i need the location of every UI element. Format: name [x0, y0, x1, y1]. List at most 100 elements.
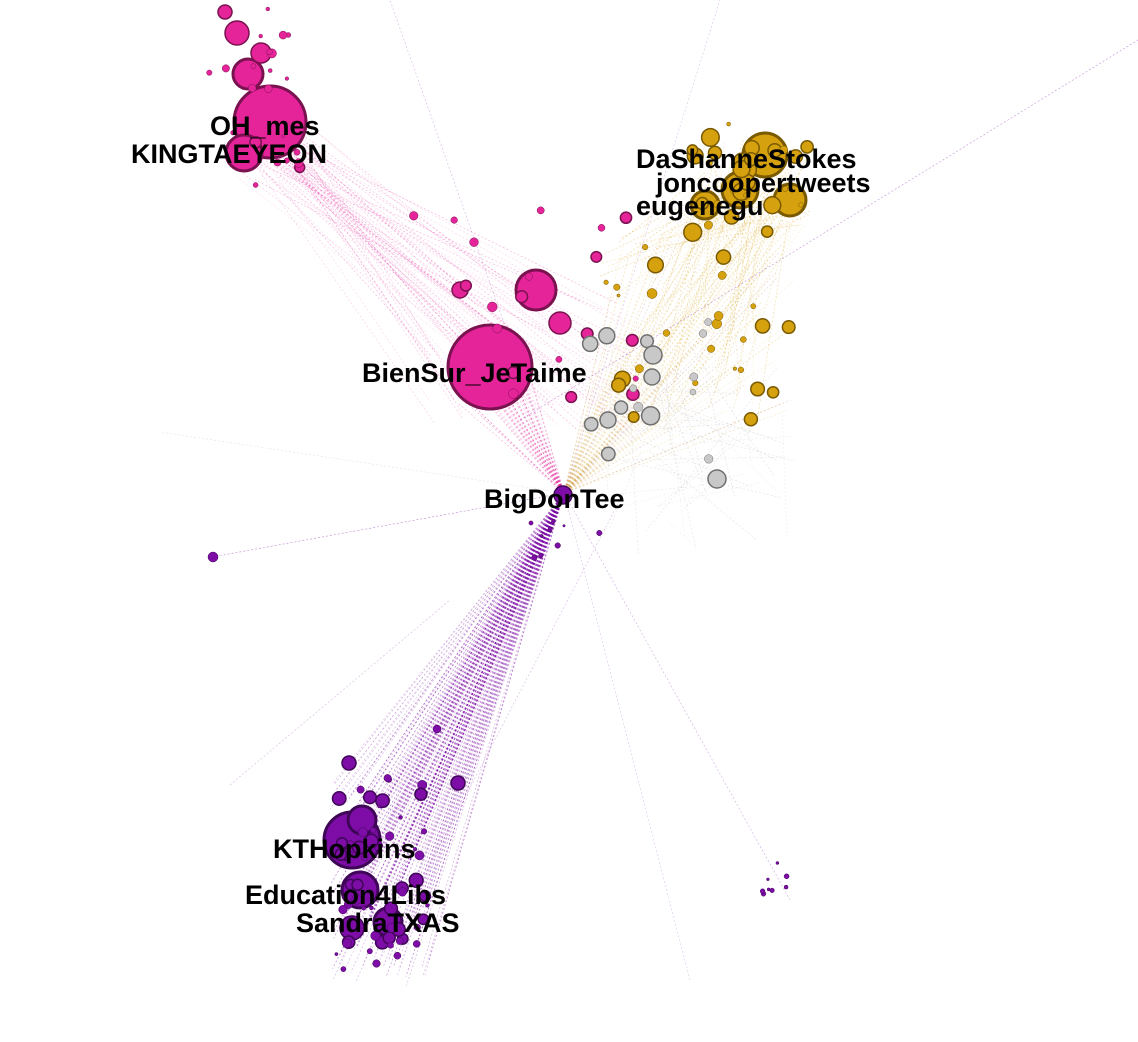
node-purple [351, 894, 362, 905]
node-gold [743, 151, 759, 167]
edge [731, 215, 794, 415]
node-pink [525, 272, 533, 281]
node-gold [707, 344, 716, 353]
label-education4libs: Education4Libs [245, 880, 446, 910]
node-purple [419, 890, 432, 903]
node-purple [450, 775, 466, 791]
edge [666, 379, 672, 457]
edge [501, 407, 565, 494]
edge [563, 311, 629, 494]
edge [632, 222, 749, 397]
node-purple [383, 774, 392, 783]
edge [351, 492, 565, 892]
node-pink [221, 64, 230, 73]
edge [702, 196, 788, 314]
edge [298, 154, 480, 376]
node-gold [788, 149, 804, 165]
node-purple [408, 872, 424, 888]
node-gold [616, 293, 621, 298]
edge [241, 144, 436, 425]
node-gold [695, 196, 710, 211]
node-gray [583, 416, 599, 432]
node-pink [506, 366, 520, 380]
node-purple [383, 901, 399, 916]
edge [397, 492, 565, 886]
edge [563, 297, 612, 494]
node-purple [362, 790, 378, 805]
node-purple [369, 905, 374, 911]
node-pink [231, 57, 265, 91]
edge [565, 366, 714, 394]
edge [275, 117, 615, 400]
node-gray [599, 411, 617, 429]
node-pink [536, 206, 545, 215]
node-pink [459, 279, 473, 292]
edge [350, 492, 565, 845]
node-purple [351, 878, 364, 892]
edge [372, 492, 565, 867]
edge [715, 142, 725, 231]
edge [660, 196, 709, 323]
edge [264, 151, 517, 342]
edge [624, 388, 740, 394]
label-eugenegu: eugenegu [636, 191, 764, 221]
edge [563, 301, 763, 494]
edge [278, 154, 607, 402]
edge [387, 492, 565, 792]
edge [752, 165, 756, 406]
edge [355, 492, 565, 933]
edge [331, 492, 565, 897]
edge [526, 394, 565, 494]
node-pink [284, 76, 289, 81]
label-sandratxas: SandraTXAS [296, 908, 460, 938]
node-purple [554, 542, 561, 549]
node-gray [704, 318, 713, 326]
node-pink [469, 237, 479, 247]
edge [296, 115, 560, 331]
edge [673, 224, 802, 235]
node-gray [640, 406, 661, 426]
node-pink [548, 311, 572, 335]
node-purple [766, 877, 770, 881]
edge [518, 389, 565, 494]
edge [417, 492, 565, 916]
edge [422, 492, 565, 908]
node-purple [775, 861, 780, 865]
edge [276, 176, 431, 403]
node-purple [331, 791, 347, 806]
node-gold [713, 311, 724, 321]
edge [425, 492, 565, 907]
edge [358, 492, 565, 822]
node-pink [555, 356, 563, 363]
node-gold [646, 256, 665, 274]
edge [483, 395, 565, 494]
edge [700, 228, 710, 360]
edge [333, 492, 565, 783]
edge [370, 492, 565, 968]
edge [563, 216, 690, 494]
node-gold [717, 271, 727, 280]
node-pink [492, 323, 503, 334]
edge [738, 190, 788, 362]
edge [282, 145, 456, 402]
edge [563, 272, 777, 494]
edge [330, 492, 565, 809]
edge [286, 159, 511, 391]
node-pink [283, 157, 290, 164]
node-gold [782, 186, 788, 192]
node-gray [600, 446, 616, 462]
edge [673, 208, 729, 383]
edge [284, 167, 638, 348]
edge [667, 436, 793, 445]
node-pink [619, 211, 633, 225]
edge [417, 492, 565, 932]
edge [345, 492, 565, 931]
edge [645, 367, 778, 532]
node-gold [763, 196, 782, 215]
label-oh-mes: OH_mes [210, 111, 320, 141]
node-gold [610, 377, 627, 393]
edge [563, 262, 702, 494]
edge [665, 518, 697, 548]
edge [563, 322, 639, 494]
